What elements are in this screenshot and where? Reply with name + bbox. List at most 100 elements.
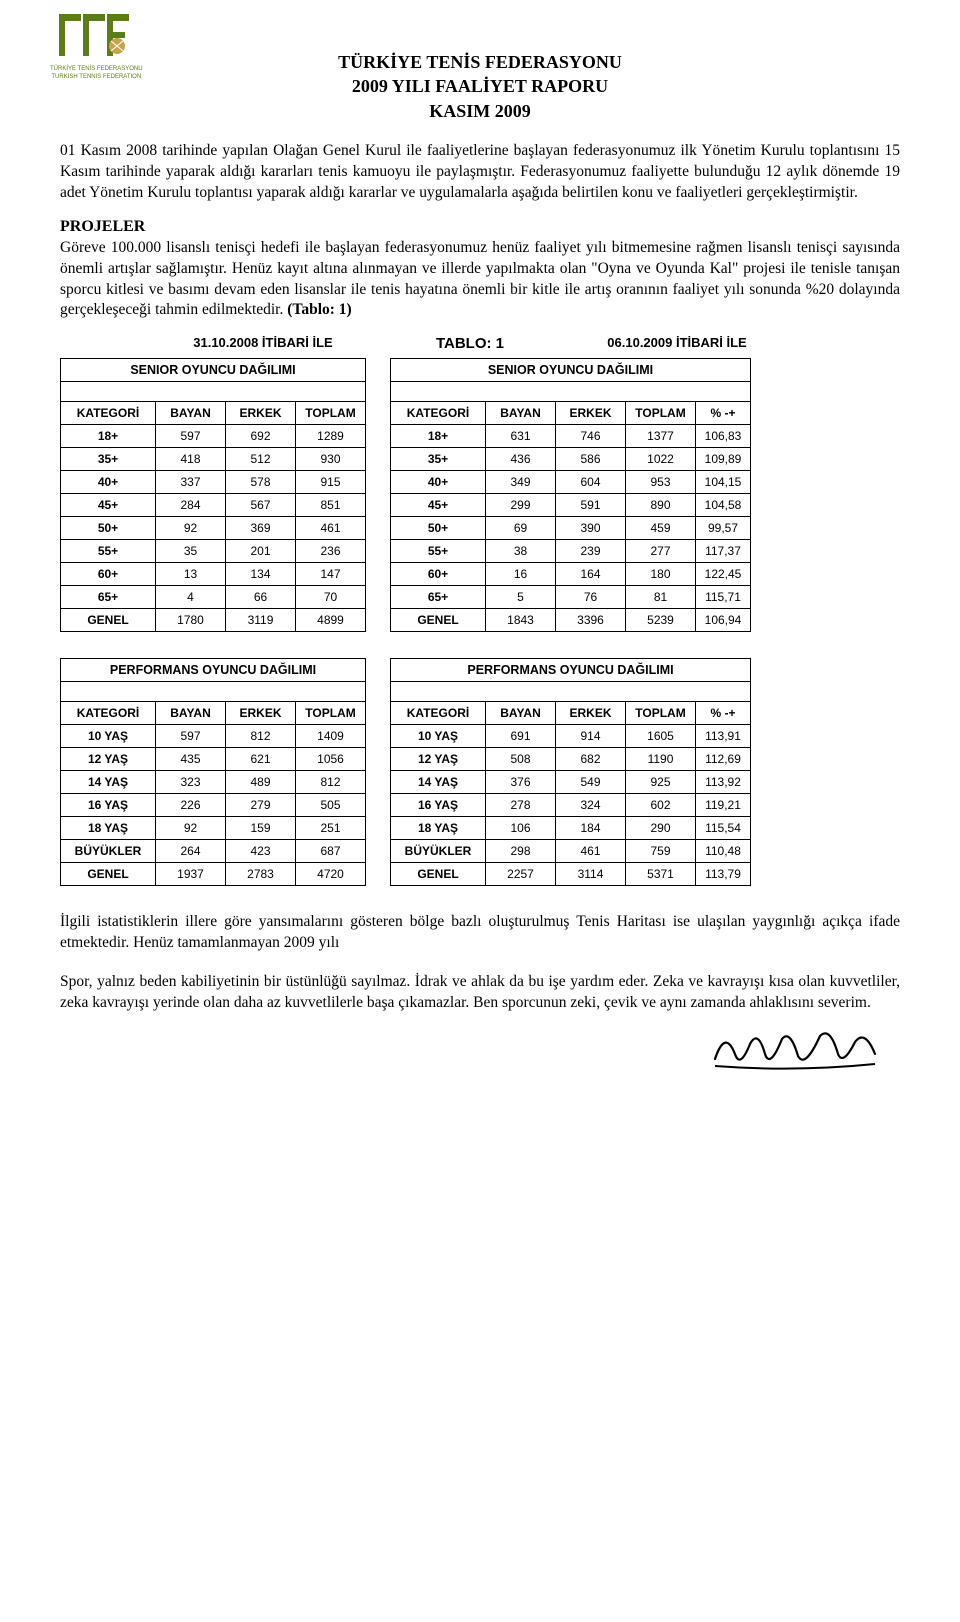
table-cell: 423 [226, 840, 296, 863]
signature [60, 1024, 900, 1079]
table-cell: 239 [556, 540, 626, 563]
footer-quote: Spor, yalnız beden kabiliyetinin bir üst… [60, 972, 900, 1014]
perf-left-table: PERFORMANS OYUNCU DAĞILIMI KATEGORİ BAYA… [60, 658, 366, 886]
table-cell: 746 [556, 425, 626, 448]
table-cell: 35 [156, 540, 226, 563]
col-kategori: KATEGORİ [391, 702, 486, 725]
table-cell: 1780 [156, 609, 226, 632]
senior-left-table: SENIOR OYUNCU DAĞILIMI KATEGORİ BAYAN ER… [60, 358, 366, 632]
table-cell: 112,69 [696, 748, 751, 771]
table-row: 35+418512930 [61, 448, 366, 471]
table-cell: 567 [226, 494, 296, 517]
table-cell: 4720 [296, 863, 366, 886]
col-bayan: BAYAN [486, 702, 556, 725]
table-cell: 851 [296, 494, 366, 517]
table-cell: 76 [556, 586, 626, 609]
table-cell: 65+ [391, 586, 486, 609]
table-cell: 117,37 [696, 540, 751, 563]
table-cell: GENEL [61, 863, 156, 886]
tablo-label: TABLO: 1 [426, 335, 514, 352]
table-cell: BÜYÜKLER [391, 840, 486, 863]
table-cell: 14 YAŞ [391, 771, 486, 794]
table-cell: 113,79 [696, 863, 751, 886]
table-cell: 1605 [626, 725, 696, 748]
table-row: 45+284567851 [61, 494, 366, 517]
table-cell: 682 [556, 748, 626, 771]
col-toplam: TOPLAM [626, 402, 696, 425]
table-cell: 631 [486, 425, 556, 448]
table-cell: 55+ [61, 540, 156, 563]
table-cell: 2783 [226, 863, 296, 886]
table-cell: 337 [156, 471, 226, 494]
table-cell: GENEL [391, 863, 486, 886]
table-cell: BÜYÜKLER [61, 840, 156, 863]
table-cell: 10 YAŞ [61, 725, 156, 748]
table-cell: 92 [156, 517, 226, 540]
col-erkek: ERKEK [226, 402, 296, 425]
table-cell: 109,89 [696, 448, 751, 471]
table-cell: 13 [156, 563, 226, 586]
table-cell: 201 [226, 540, 296, 563]
tablo-caption-row: 31.10.2008 İTİBARİ İLE TABLO: 1 06.10.20… [60, 335, 900, 352]
col-bayan: BAYAN [156, 702, 226, 725]
table-cell: 60+ [391, 563, 486, 586]
table-cell: 60+ [61, 563, 156, 586]
table-cell: 692 [226, 425, 296, 448]
table-row: 50+6939045999,57 [391, 517, 751, 540]
table-cell: 115,54 [696, 817, 751, 840]
table-cell: 110,48 [696, 840, 751, 863]
table-row: 18 YAŞ92159251 [61, 817, 366, 840]
table-cell: 324 [556, 794, 626, 817]
table-cell: 461 [296, 517, 366, 540]
logo-caption-1: TÜRKİYE TENİS FEDERASYONU [50, 66, 143, 72]
table-cell: 45+ [61, 494, 156, 517]
table-cell: 759 [626, 840, 696, 863]
perf-tables: PERFORMANS OYUNCU DAĞILIMI KATEGORİ BAYA… [60, 658, 900, 886]
table-cell: 812 [296, 771, 366, 794]
table-cell: 279 [226, 794, 296, 817]
projeler-text: Göreve 100.000 lisanslı tenisçi hedefi i… [60, 239, 900, 319]
table-cell: 277 [626, 540, 696, 563]
table-cell: 284 [156, 494, 226, 517]
table-cell: 180 [626, 563, 696, 586]
table-row: 40+349604953104,15 [391, 471, 751, 494]
table-cell: 390 [556, 517, 626, 540]
table-row: 14 YAŞ376549925113,92 [391, 771, 751, 794]
document-title: TÜRKİYE TENİS FEDERASYONU 2009 YILI FAAL… [60, 50, 900, 123]
table-row: GENEL178031194899 [61, 609, 366, 632]
table-cell: 1289 [296, 425, 366, 448]
table-cell: 119,21 [696, 794, 751, 817]
perf-left-header: PERFORMANS OYUNCU DAĞILIMI [61, 659, 366, 682]
table-cell: 226 [156, 794, 226, 817]
col-pct: % -+ [696, 702, 751, 725]
table-cell: 604 [556, 471, 626, 494]
table-cell: 3119 [226, 609, 296, 632]
table-cell: 5239 [626, 609, 696, 632]
table-cell: 236 [296, 540, 366, 563]
table-row: BÜYÜKLER298461759110,48 [391, 840, 751, 863]
table-row: 12 YAŞ5086821190112,69 [391, 748, 751, 771]
table-cell: 113,91 [696, 725, 751, 748]
table-cell: 597 [156, 425, 226, 448]
table-cell: 106 [486, 817, 556, 840]
table-cell: 459 [626, 517, 696, 540]
table-row: 60+16164180122,45 [391, 563, 751, 586]
col-kategori: KATEGORİ [391, 402, 486, 425]
table-cell: 418 [156, 448, 226, 471]
table-row: 50+92369461 [61, 517, 366, 540]
table-cell: 50+ [61, 517, 156, 540]
table-cell: 35+ [391, 448, 486, 471]
col-toplam: TOPLAM [296, 702, 366, 725]
table-row: 18+5976921289 [61, 425, 366, 448]
table-cell: 323 [156, 771, 226, 794]
table-cell: 104,15 [696, 471, 751, 494]
table-cell: 14 YAŞ [61, 771, 156, 794]
table-cell: 4899 [296, 609, 366, 632]
table-cell: 147 [296, 563, 366, 586]
table-cell: 298 [486, 840, 556, 863]
title-line-3: KASIM 2009 [60, 99, 900, 123]
table-cell: 184 [556, 817, 626, 840]
table-cell: 164 [556, 563, 626, 586]
table-cell: 597 [156, 725, 226, 748]
table-cell: 65+ [61, 586, 156, 609]
